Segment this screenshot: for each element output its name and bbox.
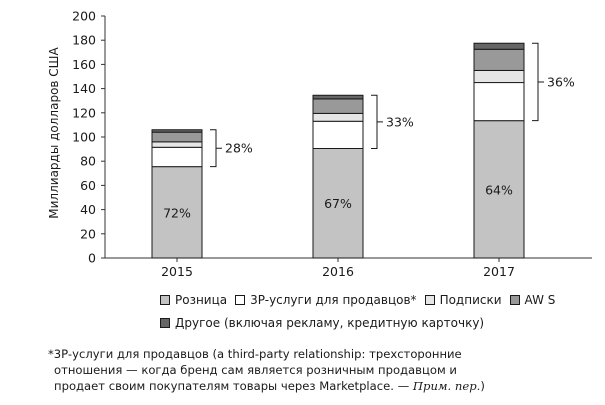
x-tick-label: 2015: [161, 264, 193, 279]
legend-label-aws: AW S: [524, 293, 556, 307]
legend-label-subscriptions: Подписки: [439, 293, 502, 307]
bar-share-label: 64%: [485, 182, 513, 197]
bar-segment: [312, 112, 364, 122]
footnote-line-1: *3P-услуги для продавцов (a third-party …: [48, 347, 462, 361]
legend-row-1: Розница 3P-услуги для продавцов* Подписк…: [160, 293, 563, 307]
bar-segment: [473, 42, 525, 50]
legend-label-other: Другое (включая рекламу, кредитную карто…: [175, 316, 485, 330]
footnote-line-2: отношения — когда бренд сам является роз…: [54, 363, 457, 377]
bar-segment: [312, 147, 364, 259]
y-tick-label: 20: [80, 226, 96, 241]
legend-item-3p-services: 3P-услуги для продавцов*: [235, 293, 417, 307]
y-tick-label: 60: [80, 178, 96, 193]
bar-segment: [473, 120, 525, 259]
y-tick-label: 120: [72, 105, 96, 120]
footnote: *3P-услуги для продавцов (a third-party …: [48, 346, 593, 394]
footnote-line-3-text: продает своим покупателям товары через M…: [54, 379, 410, 393]
legend-item-other: Другое (включая рекламу, кредитную карто…: [160, 316, 484, 330]
brace: [532, 42, 544, 122]
footnote-line-3: продает своим покупателям товары через M…: [54, 379, 485, 393]
legend-item-retail: Розница: [160, 293, 227, 307]
brace-share-label: 28%: [225, 141, 253, 156]
brace: [210, 129, 222, 168]
chart-annotations: 72% 28% 67% 33% 64% 36%: [163, 42, 575, 220]
legend-label-retail: Розница: [175, 293, 228, 307]
bar-share-label: 72%: [163, 205, 191, 220]
y-tick-label: 140: [72, 81, 96, 96]
chart-axes: 0 20 40 60 80 100 120 140 160 180 200 Миллиарды дол…: [47, 9, 592, 279]
brace: [371, 94, 383, 149]
y-axis-label: Миллиарды долларов США: [47, 46, 61, 218]
bar-segment: [151, 131, 203, 143]
y-tick-label: 100: [72, 130, 96, 145]
bar-segment: [473, 82, 525, 122]
bar-segment: [312, 94, 364, 100]
legend-item-subscriptions: Подписки: [424, 293, 502, 307]
legend-swatch-aws: [509, 295, 520, 305]
translator-note: Прим. пер.: [412, 379, 481, 393]
legend-label-3p-services: 3P-услуги для продавцов*: [250, 293, 417, 307]
y-tick-label: 200: [72, 9, 96, 24]
y-tick-label: 0: [88, 251, 96, 266]
bar-segment: [473, 69, 525, 84]
bar-segment: [151, 129, 203, 133]
legend-swatch-retail: [160, 295, 170, 305]
legend-swatch-subscriptions: [424, 295, 435, 305]
x-tick-label: 2017: [483, 264, 515, 279]
y-tick-label: 180: [72, 33, 96, 48]
bar-segment: [151, 146, 203, 168]
brace-share-label: 33%: [386, 114, 414, 129]
chart-bars: [151, 42, 525, 259]
legend-row-2: Другое (включая рекламу, кредитную карто…: [160, 316, 492, 330]
y-tick-label: 40: [80, 202, 96, 217]
bar-segment: [312, 120, 364, 149]
bar-segment: [151, 166, 203, 259]
bar-segment: [312, 98, 364, 114]
y-tick-label: 160: [72, 57, 96, 72]
legend-swatch-3p-services: [235, 295, 246, 305]
brace-share-label: 36%: [547, 74, 575, 89]
legend-swatch-other: [160, 318, 170, 328]
bar-segment: [151, 141, 203, 148]
stacked-bar-chart: 0 20 40 60 80 100 120 140 160 180 200 Миллиарды дол…: [47, 9, 592, 279]
legend-item-aws: AW S: [509, 293, 556, 307]
x-tick-label: 2016: [322, 264, 354, 279]
bar-segment: [473, 48, 525, 71]
bar-share-label: 67%: [324, 196, 352, 211]
y-tick-label: 80: [80, 154, 96, 169]
